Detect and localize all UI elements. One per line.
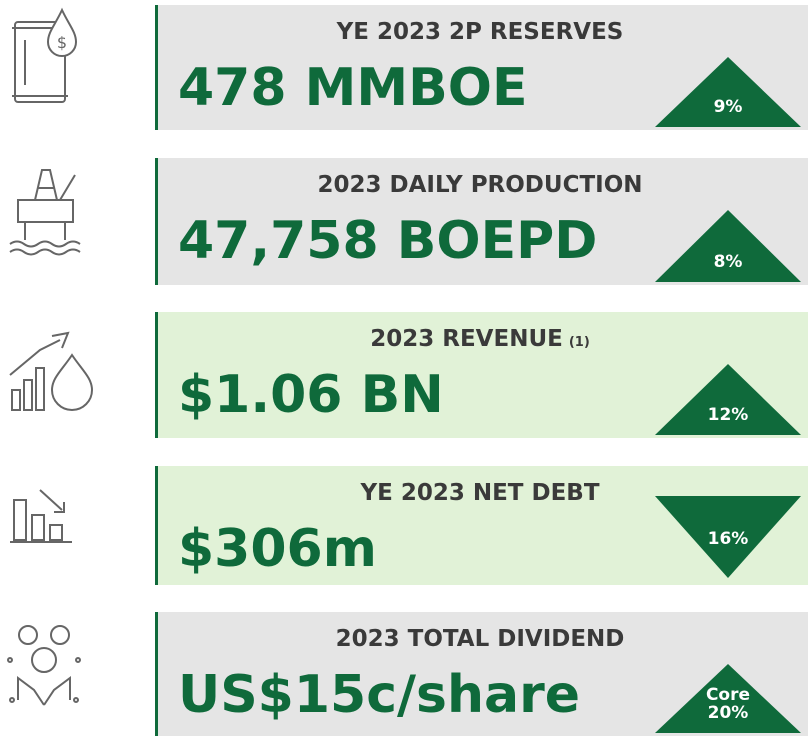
- change-badge: 16%: [708, 529, 749, 549]
- metric-title: YE 2023 2P RESERVES: [336, 19, 624, 45]
- panel-accent: [155, 466, 158, 585]
- panel-accent: [155, 312, 158, 438]
- icon-debt: [10, 489, 72, 543]
- metric-title: 2023 DAILY PRODUCTION: [317, 172, 642, 198]
- metric-title-text: 2023 DAILY PRODUCTION: [317, 172, 642, 198]
- change-badge: 12%: [708, 405, 749, 425]
- up-triangle: [655, 664, 801, 733]
- icon-revenue: [9, 331, 94, 411]
- metric-title-text: YE 2023 2P RESERVES: [336, 19, 624, 45]
- metric-title-text: 2023 TOTAL DIVIDEND: [336, 626, 625, 652]
- change-badge: Core: [706, 685, 750, 705]
- up-triangle: [655, 210, 801, 282]
- metric-title-text: 2023 REVENUE: [370, 326, 563, 352]
- metric-note: (1): [569, 335, 590, 350]
- metric-value: 47,758 BOEPD: [178, 211, 597, 271]
- metric-title: 2023 REVENUE (1): [370, 326, 590, 352]
- change-badge: 20%: [708, 703, 749, 723]
- panel-accent: [155, 158, 158, 285]
- icon-rig: [9, 169, 81, 256]
- metric-title: YE 2023 NET DEBT: [359, 480, 599, 506]
- metric-value: 478 MMBOE: [178, 58, 528, 118]
- icon-dividend: [7, 625, 81, 706]
- metric-title: 2023 TOTAL DIVIDEND: [336, 626, 625, 652]
- up-triangle: [655, 57, 801, 127]
- metric-title-text: YE 2023 NET DEBT: [359, 480, 599, 506]
- panel-accent: [155, 5, 158, 130]
- change-badge: 9%: [714, 97, 743, 117]
- metric-value: $1.06 BN: [178, 365, 444, 425]
- icon-barrel: $: [12, 7, 78, 103]
- change-badge: 8%: [714, 252, 743, 272]
- metric-value: $306m: [178, 519, 377, 579]
- panel-accent: [155, 612, 158, 736]
- down-triangle: [655, 496, 801, 578]
- metric-value: US$15c/share: [178, 665, 580, 725]
- up-triangle: [655, 364, 801, 435]
- svg-text:$: $: [57, 33, 67, 52]
